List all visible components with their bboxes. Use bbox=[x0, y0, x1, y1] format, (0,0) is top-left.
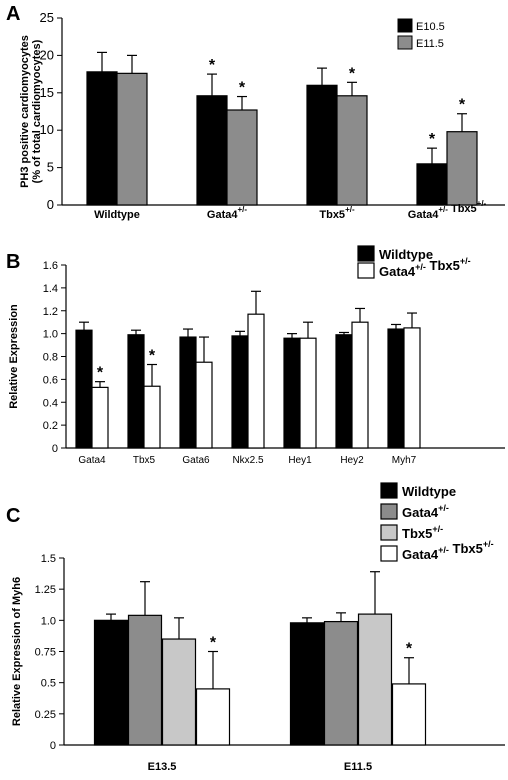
panel-a-category-label: Gata4+/- bbox=[207, 205, 247, 221]
panel-b-y-tick-label: 1.4 bbox=[43, 283, 58, 295]
panel-b-bar bbox=[195, 361, 213, 449]
panel-b-bar bbox=[283, 337, 301, 449]
panel-b-category-label: Gata4 bbox=[78, 455, 106, 466]
panel-a-y-tick-label: 15 bbox=[40, 85, 54, 100]
panel-b-category-label: Hey1 bbox=[288, 455, 312, 466]
panel-b-y-tick-label: 0.6 bbox=[43, 374, 58, 386]
panel-a-y-axis-title: PH3 positive cardiomyocytes(% of total c… bbox=[19, 35, 43, 188]
panel-a-legend-swatch bbox=[397, 18, 413, 33]
panel-c-legend-swatch bbox=[380, 545, 398, 562]
panel-b-bar bbox=[127, 334, 145, 449]
panel-b-legend-swatch bbox=[357, 245, 375, 262]
panel-a-bar bbox=[86, 71, 118, 206]
panel-a-significance-marker: * bbox=[429, 131, 436, 148]
panel-c-significance-marker: * bbox=[210, 635, 217, 652]
panel-a-bar bbox=[306, 84, 338, 206]
panel-c-y-tick-label: 0 bbox=[50, 740, 56, 752]
panel-a-category-label: Wildtype bbox=[94, 209, 140, 221]
panel-c-y-tick-label: 1.25 bbox=[35, 584, 56, 596]
panel-b-significance-marker: * bbox=[149, 348, 156, 365]
panel-c-bar bbox=[127, 614, 163, 746]
panel-b-y-tick-label: 0.4 bbox=[43, 397, 58, 409]
panel-b-y-axis-title: Relative Expression bbox=[8, 304, 20, 409]
panel-b-significance-marker: * bbox=[97, 365, 104, 382]
panel-c-legend-swatch bbox=[380, 503, 398, 520]
panel-b-bar bbox=[299, 337, 317, 449]
panel-b-bar bbox=[247, 313, 265, 449]
panel-a-bar bbox=[336, 95, 368, 206]
panel-c-bar bbox=[93, 619, 129, 746]
panel-a-letter: A bbox=[6, 3, 20, 25]
panel-a-bar bbox=[116, 72, 148, 206]
panel-a-bar bbox=[226, 109, 258, 206]
panel-b-letter: B bbox=[6, 251, 20, 273]
panel-a-legend-label: E11.5 bbox=[416, 38, 444, 50]
panel-c-legend-label: Tbx5+/- bbox=[402, 524, 443, 541]
panel-b-y-tick-label: 0.8 bbox=[43, 352, 58, 364]
panel-c-y-axis-title: Relative Expression of Myh6 bbox=[11, 577, 23, 726]
panel-b-category-label: Tbx5 bbox=[133, 455, 156, 466]
panel-a-y-tick-label: 5 bbox=[47, 160, 54, 175]
panel-a-y-tick-label: 20 bbox=[40, 47, 54, 62]
panel-b-legend-swatch bbox=[357, 262, 375, 279]
panel-c-bar bbox=[161, 638, 197, 746]
panel-a-significance-marker: * bbox=[349, 65, 356, 82]
panel-b-y-tick-label: 1.2 bbox=[43, 306, 58, 318]
panel-c-significance-marker: * bbox=[406, 641, 413, 658]
panel-c-bar bbox=[289, 622, 325, 746]
panel-c-y-tick-label: 1.5 bbox=[41, 553, 56, 565]
panel-c-legend-label: Wildtype bbox=[402, 484, 456, 499]
panel-b-y-tick-label: 0.2 bbox=[43, 420, 58, 432]
panel-a-bar bbox=[416, 163, 448, 206]
panel-b-bar bbox=[231, 335, 249, 449]
panel-a-y-tick-label: 0 bbox=[47, 197, 54, 212]
panel-c-y-tick-label: 0.25 bbox=[35, 709, 56, 721]
panel-c-category-label: E11.5 bbox=[344, 761, 372, 773]
panel-a-significance-marker: * bbox=[209, 57, 216, 74]
panel-a-legend-swatch bbox=[397, 35, 413, 50]
panel-b-bar bbox=[143, 385, 161, 449]
panel-c-y-tick-label: 1.0 bbox=[41, 615, 56, 627]
panel-b-category-label: Hey2 bbox=[340, 455, 364, 466]
panel-c-bar bbox=[357, 613, 393, 746]
panel-c-y-tick-label: 0.5 bbox=[41, 678, 56, 690]
panel-b-bar bbox=[75, 329, 93, 449]
panel-c-letter: C bbox=[6, 505, 20, 527]
panel-b-category-label: Myh7 bbox=[392, 455, 417, 466]
panel-c-y-tick-label: 0.75 bbox=[35, 647, 56, 659]
panel-b-y-tick-label: 0 bbox=[52, 443, 58, 455]
panel-c-bar bbox=[391, 683, 427, 746]
panel-a-category-label: Tbx5+/- bbox=[319, 205, 355, 221]
panel-b-bar bbox=[387, 328, 405, 449]
panel-b-category-label: Nkx2.5 bbox=[232, 455, 264, 466]
panel-a-bar bbox=[196, 95, 228, 206]
panel-a-significance-marker: * bbox=[459, 97, 466, 114]
panel-b-legend-label: Wildtype bbox=[379, 247, 433, 262]
panel-a-significance-marker: * bbox=[239, 80, 246, 97]
panel-b-bar bbox=[335, 334, 353, 449]
panel-b-y-tick-label: 1.6 bbox=[43, 260, 58, 272]
panel-b-bar bbox=[403, 327, 421, 449]
panel-a-category-label: Gata4+/- Tbx5+/- bbox=[408, 199, 487, 221]
panel-c-legend-swatch bbox=[380, 524, 398, 541]
panel-a-legend-label: E10.5 bbox=[416, 21, 445, 33]
panel-a-y-tick-label: 25 bbox=[40, 10, 54, 25]
panel-c-legend-swatch bbox=[380, 482, 398, 499]
panel-c-category-label: E13.5 bbox=[148, 761, 177, 773]
panel-c-bar bbox=[195, 688, 231, 746]
panel-b-bar bbox=[179, 336, 197, 449]
panel-b-legend-label: Gata4+/- Tbx5+/- bbox=[379, 256, 471, 279]
panel-b-bar bbox=[351, 321, 369, 449]
panel-c-legend-label: Gata4+/- bbox=[402, 503, 449, 520]
panel-b-category-label: Gata6 bbox=[182, 455, 210, 466]
panel-a-y-tick-label: 10 bbox=[40, 122, 54, 137]
panel-c-bar bbox=[323, 620, 359, 746]
panel-c-legend-label: Gata4+/- Tbx5+/- bbox=[402, 539, 494, 562]
panel-b-bar bbox=[91, 386, 109, 449]
panel-a-bar bbox=[446, 131, 478, 206]
panel-b-y-tick-label: 1.0 bbox=[43, 329, 58, 341]
